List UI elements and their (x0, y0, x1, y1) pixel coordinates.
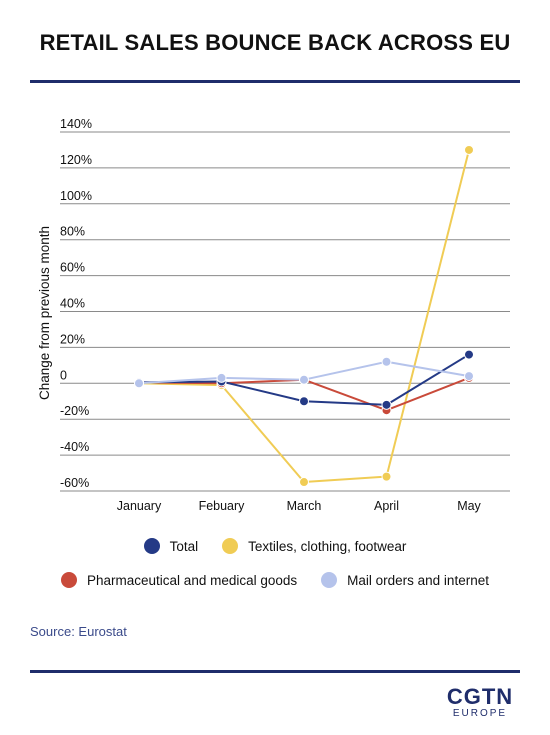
logo-main: CGTN (446, 684, 514, 709)
legend-label: Total (169, 538, 199, 554)
y-tick-label: 40% (60, 297, 85, 311)
top-divider (30, 80, 520, 83)
legend-label: Textiles, clothing, footwear (248, 538, 407, 554)
legend-marker (143, 538, 160, 554)
y-tick-label: -20% (60, 404, 89, 418)
data-point (299, 477, 309, 488)
gridlines (60, 131, 510, 492)
cgtn-logo: CGTN EUROPE (440, 686, 520, 720)
y-tick-label: -40% (60, 440, 89, 454)
legend-row-2: Pharmaceutical and medical goods Mail ord… (0, 572, 550, 588)
legend-row-1: Total Textiles, clothing, footwear (0, 538, 550, 554)
source-note: Source: Eurostat (30, 624, 127, 639)
x-tick-label: April (374, 499, 399, 513)
x-tick-labels: January Febuary March April May (117, 499, 482, 513)
series-line (138, 149, 470, 484)
data-point (299, 396, 309, 407)
bottom-divider (30, 670, 520, 673)
data-point (464, 371, 474, 382)
x-tick-label: May (457, 499, 481, 513)
legend-item: Pharmaceutical and medical goods (61, 572, 297, 588)
data-point (381, 399, 392, 410)
data-point (464, 144, 474, 155)
data-point (381, 471, 392, 482)
data-point (216, 372, 227, 383)
y-axis-label: Change from previous month (37, 226, 52, 400)
legend-marker (321, 572, 338, 588)
x-tick-label: Febuary (199, 499, 246, 513)
y-tick-label: 0 (60, 368, 67, 382)
legend-label: Pharmaceutical and medical goods (87, 572, 298, 588)
legend-item: Textiles, clothing, footwear (222, 538, 406, 554)
chart-title: RETAIL SALES BOUNCE BACK ACROSS EU (39, 30, 511, 55)
line-chart: 140% 120% 100% 80% 60% 40% 20% 0 -20% -40% -60% Ja… (37, 117, 510, 513)
logo-sub: EUROPE (452, 708, 508, 719)
y-tick-label: -60% (60, 476, 89, 490)
legend-marker (61, 572, 78, 588)
y-tick-label: 20% (60, 332, 85, 346)
legend-label: Mail orders and internet (347, 572, 489, 588)
legend-marker (222, 538, 239, 554)
series-lines (138, 149, 470, 484)
y-tick-labels: 140% 120% 100% 80% 60% 40% 20% 0 -20% -40% -60% (60, 117, 92, 490)
y-tick-label: 120% (60, 153, 92, 167)
series-points (134, 144, 474, 488)
data-point (134, 378, 144, 389)
data-point (464, 349, 474, 360)
x-tick-label: January (117, 499, 162, 513)
legend-item: Total (143, 538, 199, 554)
x-tick-label: March (287, 499, 322, 513)
data-point (381, 356, 392, 367)
y-tick-label: 140% (60, 117, 92, 131)
y-tick-label: 80% (60, 225, 85, 239)
y-tick-label: 100% (60, 189, 92, 203)
legend-item: Mail orders and internet (321, 572, 489, 588)
data-point (299, 374, 309, 385)
y-tick-label: 60% (60, 261, 85, 275)
